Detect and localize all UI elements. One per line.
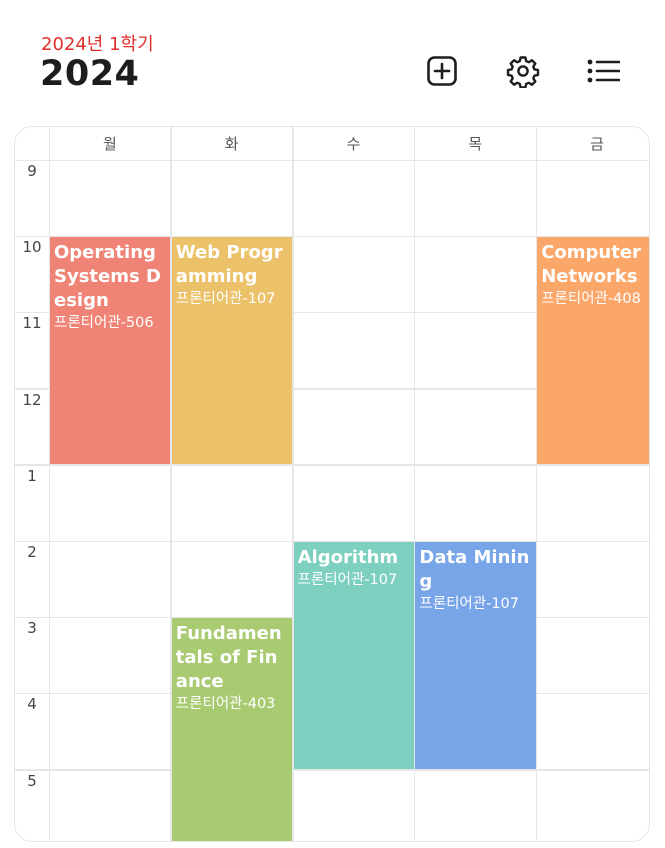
- hour-label: 12: [22, 390, 42, 409]
- grid-row-line: [15, 540, 649, 542]
- course-room: 프론티어관-403: [175, 696, 276, 713]
- course-title: Algorithm: [297, 547, 399, 568]
- course-title: Computer Networks: [541, 242, 641, 288]
- course-room: 프론티어관-506: [54, 315, 154, 332]
- grid-column-line: [170, 127, 172, 841]
- gear-icon: [506, 56, 540, 88]
- hour-label: 10: [22, 238, 42, 257]
- day-header: 월: [102, 135, 117, 153]
- course-block[interactable]: Algorithm 프론티어관-107: [293, 542, 414, 770]
- grid-row-line: [15, 159, 649, 161]
- list-view-button[interactable]: [585, 53, 621, 89]
- grid-row-line: [15, 235, 649, 238]
- course-title: Data Mining: [419, 547, 530, 592]
- day-header: 수: [346, 135, 361, 153]
- course-room: 프론티어관-107: [419, 596, 519, 612]
- grid-column-line: [413, 127, 416, 841]
- course-title: Web Programming: [175, 242, 283, 288]
- course-block[interactable]: Web Programming 프론티어관-107: [171, 237, 293, 465]
- grid-row-line: [15, 769, 649, 771]
- hour-label: 4: [27, 695, 37, 714]
- hour-label: 9: [27, 162, 37, 180]
- semester-title: 2024년 1학기: [41, 34, 154, 55]
- course-room: 프론티어관-107: [175, 291, 276, 308]
- course-block[interactable]: Fundamentals of Finance 프론티어관-403: [171, 618, 293, 841]
- hour-label: 5: [27, 771, 37, 790]
- add-square-icon: [427, 56, 457, 86]
- page-title: 2024: [40, 54, 140, 94]
- grid-row-line: [15, 388, 649, 390]
- day-header: 화: [224, 135, 239, 153]
- settings-button[interactable]: [505, 53, 541, 89]
- hour-label: 2: [27, 543, 37, 561]
- timetable-grid: 월 화 수 목 금 9 10 11 12 1 2 3 4 5 Operating Systems Desig…: [14, 126, 650, 842]
- hour-label: 1: [27, 466, 37, 485]
- day-header: 목: [468, 135, 483, 153]
- grid-row-line: [15, 464, 649, 466]
- list-icon: [587, 59, 620, 83]
- course-room: 프론티어관-408: [541, 291, 641, 308]
- grid-column-line: [535, 127, 538, 841]
- course-block[interactable]: Computer Networks 프론티어관-408: [537, 237, 649, 465]
- grid-column-line: [48, 127, 50, 841]
- grid-row-line: [15, 311, 649, 314]
- hour-label: 3: [27, 619, 37, 638]
- day-header: 금: [590, 135, 604, 153]
- grid-column-line: [292, 127, 294, 841]
- course-title: Operating Systems Design: [54, 242, 161, 312]
- add-timetable-button[interactable]: [424, 53, 460, 89]
- course-title: Fundamentals of Finance: [175, 623, 282, 693]
- course-room: 프론티어관-107: [297, 572, 398, 588]
- course-block[interactable]: Operating Systems Design 프론티어관-506: [50, 237, 171, 465]
- hour-label: 11: [22, 314, 42, 333]
- course-block[interactable]: Data Mining 프론티어관-107: [415, 542, 536, 770]
